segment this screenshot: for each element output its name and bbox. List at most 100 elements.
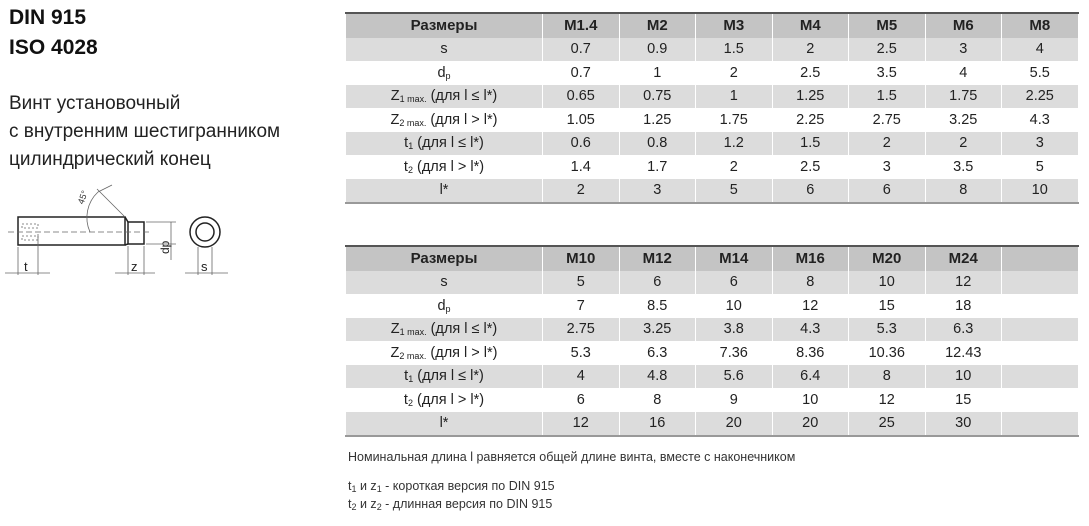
size-table-small: Размеры M1.4 M2 M3 M4 M5 M6 M8 s 0.7 0.9 1.5 2 2.5 3 4 d…: [345, 12, 1079, 204]
row-label-rest: (для l ≤ l*): [426, 88, 498, 105]
table-cell: 3.5: [924, 155, 1002, 179]
row-label-base: Z: [390, 111, 400, 128]
description-line: Винт установочный: [9, 93, 181, 114]
row-label: Z2 max. (для l > l*): [345, 341, 543, 365]
table-cell: 5.5: [1001, 61, 1079, 85]
table-cell: 4: [924, 61, 1002, 85]
header-label: Размеры: [345, 246, 543, 271]
table-cell: 1.05: [542, 108, 620, 132]
table-cell: 3: [1001, 131, 1079, 155]
table-cell: 2.25: [1001, 84, 1079, 108]
size-header: M4: [771, 13, 849, 38]
table-cell: 4.3: [771, 317, 849, 341]
table-cell: 3.25: [618, 317, 696, 341]
table-cell: 0.6: [542, 131, 620, 155]
row-label: Z2 max. (для l > l*): [345, 108, 543, 132]
row-label: dp: [345, 61, 543, 85]
table-cell: 1.25: [771, 84, 849, 108]
table-cell: [1001, 341, 1079, 365]
row-label-base: s: [440, 41, 448, 58]
table-cell: 2.75: [848, 108, 926, 132]
table-cell: [1001, 270, 1079, 294]
note-symbol: и z: [356, 479, 377, 493]
size-header: M14: [695, 246, 773, 271]
table-cell: 1.75: [695, 108, 773, 132]
table-cell: 12.43: [924, 341, 1002, 365]
table-cell: 0.7: [542, 61, 620, 85]
row-label-sub: 2 max.: [399, 117, 427, 128]
table-row: Z1 max. (для l ≤ l*) 0.65 0.75 1 1.25 1.5 1.75…: [345, 84, 1079, 108]
table-cell: 10: [771, 388, 849, 412]
row-label-sub: p: [445, 303, 451, 314]
row-label: l*: [345, 411, 543, 437]
table-cell: 9: [695, 388, 773, 412]
table-row: dp 0.7 1 2 2.5 3.5 4 5.5: [345, 61, 1079, 85]
row-label-sub: p: [445, 70, 451, 81]
size-header: [1001, 246, 1079, 271]
description-line: цилиндрический конец: [9, 149, 211, 170]
header-label: Размеры: [345, 13, 543, 38]
standard-din: DIN 915: [9, 6, 87, 29]
dim-label-dp: dp: [158, 240, 172, 254]
size-header: M5: [848, 13, 926, 38]
note-nominal-length: Номинальная длина l равняется общей длин…: [348, 450, 796, 464]
row-label-base: t: [404, 368, 409, 385]
table-cell: 2.75: [542, 317, 620, 341]
table-cell: 4: [542, 364, 620, 388]
table-cell: 15: [924, 388, 1002, 412]
note-sub: 1: [351, 484, 357, 494]
row-label-sub: 1 max.: [399, 94, 427, 105]
note-short-version: t1 и z1 - короткая версия по DIN 915: [348, 479, 555, 494]
description-line: с внутренним шестигранником: [9, 121, 281, 142]
row-label-rest: (для l > l*): [426, 111, 498, 128]
row-label: Z1 max. (для l ≤ l*): [345, 317, 543, 341]
row-label-rest: (для l > l*): [412, 391, 485, 408]
table-cell: 8: [771, 270, 849, 294]
table-cell: 2.5: [848, 37, 926, 61]
row-label: t1 (для l ≤ l*): [345, 131, 543, 155]
table-cell: 6.4: [771, 364, 849, 388]
table-cell: 1.25: [618, 108, 696, 132]
table-cell: 0.7: [542, 37, 620, 61]
table-row: Z1 max. (для l ≤ l*) 2.75 3.25 3.8 4.3 5.3 6.3: [345, 317, 1079, 341]
row-label-base: Z: [390, 88, 400, 105]
table-cell: 8: [618, 388, 696, 412]
size-header: M1.4: [542, 13, 620, 38]
table-cell: 5: [1001, 155, 1079, 179]
row-label: t2 (для l > l*): [345, 388, 543, 412]
table-cell: 15: [848, 294, 926, 318]
table-cell: 1: [618, 61, 696, 85]
table-cell: 5: [695, 178, 773, 204]
table-cell: 4: [1001, 37, 1079, 61]
table-cell: 6: [771, 178, 849, 204]
note-long-version: t2 и z2 - длинная версия по DIN 915: [348, 497, 552, 512]
size-table-large: Размеры M10 M12 M14 M16 M20 M24 s 5 6 6 8 10 12 dp 7 8.5…: [345, 245, 1079, 437]
table-cell: 30: [924, 411, 1002, 437]
table-cell: [1001, 411, 1079, 437]
table-cell: 1.4: [542, 155, 620, 179]
table-cell: 7.36: [695, 341, 773, 365]
row-label: t2 (для l > l*): [345, 155, 543, 179]
table-cell: 0.8: [618, 131, 696, 155]
size-header: M3: [695, 13, 773, 38]
row-label: dp: [345, 294, 543, 318]
size-header: M24: [924, 246, 1002, 271]
row-label: t1 (для l ≤ l*): [345, 364, 543, 388]
row-label: s: [345, 37, 543, 61]
table-cell: 1: [695, 84, 773, 108]
table-cell: 0.9: [618, 37, 696, 61]
table-cell: 3: [924, 37, 1002, 61]
table-row: s 0.7 0.9 1.5 2 2.5 3 4: [345, 37, 1079, 61]
row-label-rest: (для l ≤ l*): [413, 368, 484, 385]
row-label-rest: (для l > l*): [426, 344, 498, 361]
table-cell: 10: [695, 294, 773, 318]
table-cell: 1.7: [618, 155, 696, 179]
table-cell: 2: [542, 178, 620, 204]
table-cell: 7: [542, 294, 620, 318]
table-cell: 6.3: [924, 317, 1002, 341]
row-label-base: t: [403, 158, 408, 175]
row-label-base: t: [403, 391, 408, 408]
table-cell: [1001, 317, 1079, 341]
table-cell: 10.36: [848, 341, 926, 365]
table-cell: 2.5: [771, 61, 849, 85]
